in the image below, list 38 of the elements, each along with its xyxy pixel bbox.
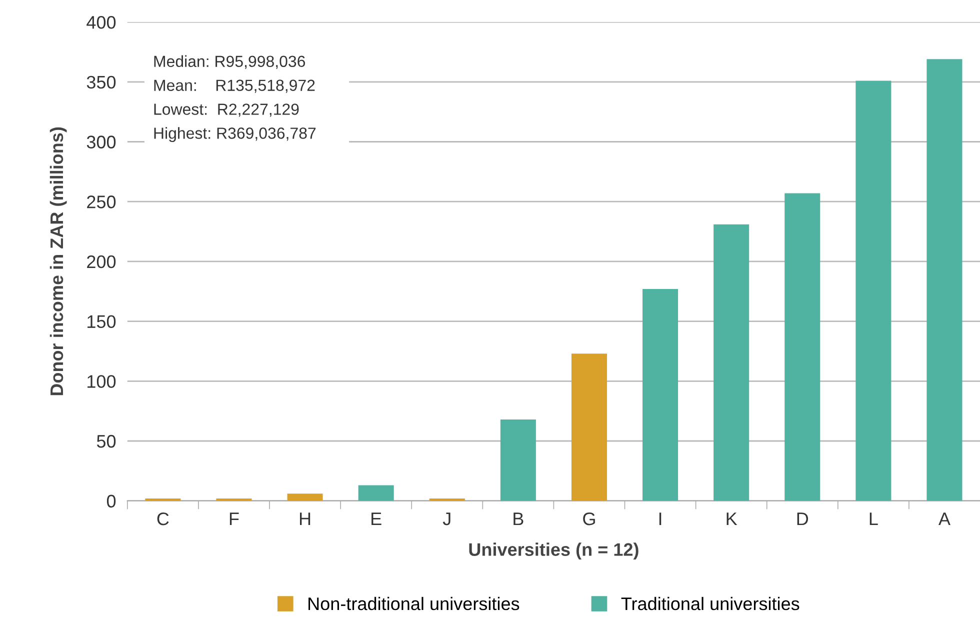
y-tick-label: 350	[86, 76, 116, 89]
x-tick-label: B	[514, 512, 524, 526]
x-axis-title: Universities (n = 12)	[469, 542, 638, 560]
legend-label: Traditional universities	[621, 596, 800, 610]
y-tick-label: 100	[88, 375, 116, 388]
x-tick-label: E	[372, 512, 382, 526]
annotation: Median: R95,998,036	[154, 55, 306, 69]
y-tick-label: 50	[96, 434, 116, 448]
y-tick-label: 300	[86, 136, 116, 148]
bar	[784, 193, 820, 501]
y-tick-label: 250	[87, 196, 116, 208]
bar	[287, 494, 323, 501]
annotation: Lowest: R2,227,129	[154, 104, 299, 117]
x-tick-label: L	[870, 512, 878, 526]
bar	[926, 59, 962, 501]
x-tick-label: G	[583, 512, 595, 526]
y-tick-label: 400	[86, 16, 116, 29]
x-tick-label: H	[300, 512, 310, 526]
y-axis-title: Donor income in ZAR (millions)	[50, 127, 67, 396]
bar	[714, 224, 750, 501]
x-tick-label: C	[157, 512, 169, 526]
legend-label: Non-traditional universities	[308, 596, 520, 610]
x-tick-label: K	[726, 512, 738, 526]
bar	[642, 288, 678, 501]
annotation: Mean: R135,518,972	[154, 80, 315, 93]
bar	[856, 80, 892, 501]
x-tick-label: A	[938, 512, 950, 526]
y-tick-label: 0	[106, 494, 116, 508]
bar	[358, 485, 394, 501]
x-tick-label: I	[659, 512, 662, 526]
x-tick-label: D	[797, 512, 808, 526]
x-tick-label: J	[442, 512, 450, 526]
bar	[571, 354, 607, 501]
y-tick-label: 150	[88, 315, 116, 328]
bar	[500, 419, 536, 501]
x-tick-label: F	[230, 512, 239, 526]
y-tick-label: 200	[87, 255, 116, 268]
annotation: Highest: R369,036,787	[154, 127, 316, 142]
